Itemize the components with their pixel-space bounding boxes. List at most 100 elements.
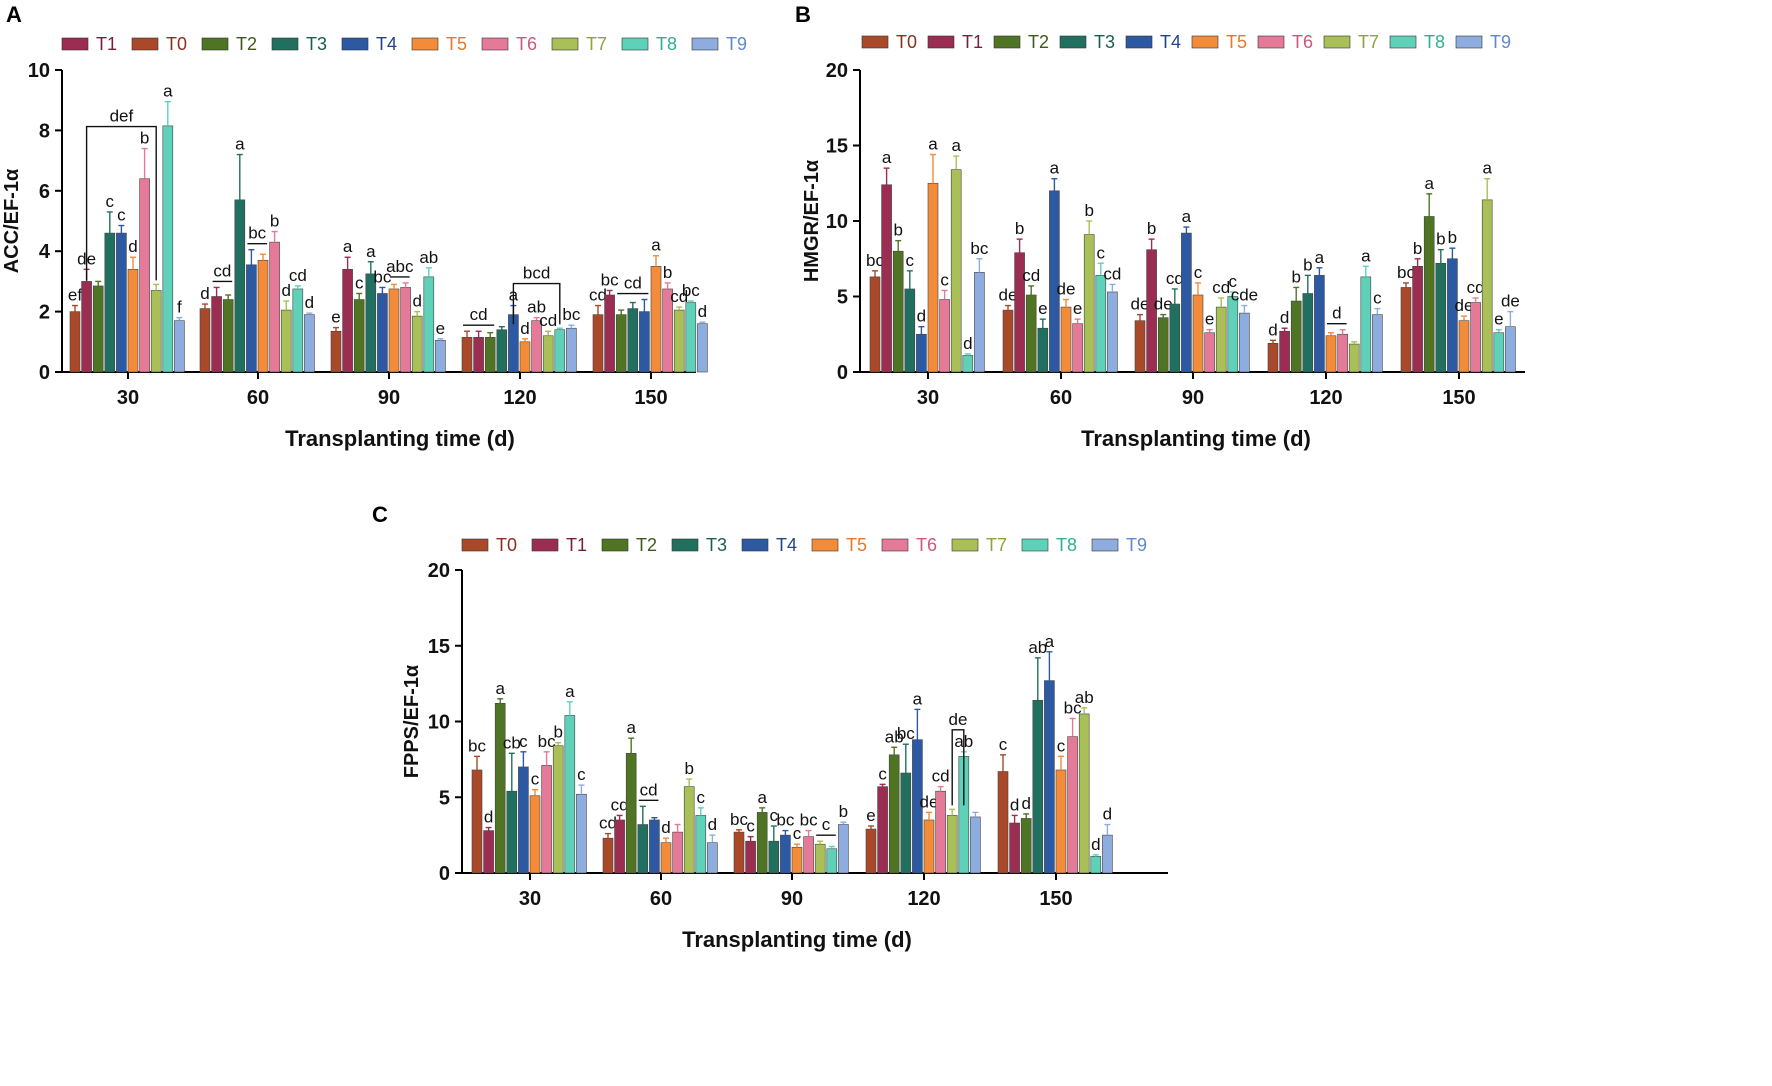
bar-t6 <box>672 831 683 874</box>
y-tick-label: 8 <box>39 120 50 142</box>
significance-letter: e <box>866 806 875 825</box>
significance-letter: b <box>1147 219 1156 238</box>
legend-swatch-t8 <box>1021 538 1049 552</box>
significance-letter: d <box>661 818 670 837</box>
legend-label-t1: T1 <box>96 34 117 54</box>
bar-t6 <box>269 241 280 373</box>
bar-t5 <box>650 265 662 373</box>
bar-t6 <box>1067 736 1078 874</box>
legend-swatch-t0 <box>861 35 889 49</box>
bar-t2 <box>222 299 234 373</box>
significance-letter: d <box>917 307 926 326</box>
bar-t0 <box>199 308 211 373</box>
bar-t6 <box>803 836 814 874</box>
significance-letter: c <box>770 806 779 825</box>
bar-t4 <box>377 293 388 373</box>
bar-t2 <box>1025 294 1037 373</box>
bar-t1 <box>473 336 484 373</box>
legend-label-t9: T9 <box>1490 32 1511 52</box>
bar-t1 <box>1412 265 1423 373</box>
significance-letter: d <box>484 808 493 827</box>
bar-t6 <box>935 790 946 874</box>
bar-t9 <box>1107 291 1118 373</box>
bar-t4 <box>116 232 127 373</box>
y-axis-label: FPPS/EF-1α <box>401 664 423 778</box>
legend-swatch-t2 <box>601 538 629 552</box>
bar-t7 <box>280 309 292 373</box>
significance-letter: cd <box>1166 269 1184 288</box>
significance-letter: cde <box>1231 286 1258 305</box>
significance-letter: ab <box>527 298 546 317</box>
y-tick-label: 15 <box>826 136 848 158</box>
y-tick-label: 6 <box>39 181 50 203</box>
legend-label-t5: T5 <box>1226 32 1247 52</box>
significance-letter: de <box>1154 295 1173 314</box>
significance-letter: a <box>1050 159 1060 178</box>
legend-label-t9: T9 <box>1126 535 1147 555</box>
significance-letter: e <box>1494 310 1503 329</box>
bar-t5 <box>923 819 935 874</box>
legend-swatch-t9 <box>1091 538 1119 552</box>
bar-t2 <box>1290 300 1302 373</box>
bar-t7 <box>411 315 423 373</box>
legend-swatch-t9 <box>1455 35 1483 49</box>
legend-label-t2: T2 <box>636 535 657 555</box>
significance-letter: cd <box>589 286 607 305</box>
legend-label-t0: T0 <box>166 34 187 54</box>
significance-letter: d <box>305 293 314 312</box>
significance-letter: a <box>343 237 353 256</box>
significance-letter: b <box>663 263 672 282</box>
bar-t5 <box>1192 294 1204 373</box>
bar-t4 <box>916 333 927 373</box>
bar-t3 <box>637 824 649 874</box>
bar-t3 <box>506 790 518 874</box>
legend-swatch-t1 <box>61 37 89 51</box>
significance-letter: d <box>1091 835 1100 854</box>
significance-letter: d <box>412 292 421 311</box>
bar-t4 <box>649 819 660 874</box>
significance-letter: de <box>999 286 1018 305</box>
bar-t4 <box>1314 275 1325 373</box>
bar-t4 <box>780 834 791 874</box>
bar-t8 <box>162 125 174 373</box>
significance-letter: a <box>913 689 923 708</box>
y-tick-label: 5 <box>837 287 848 309</box>
y-tick-label: 4 <box>39 241 51 263</box>
legend-swatch-t7 <box>1323 35 1351 49</box>
bar-t9 <box>1372 314 1383 373</box>
significance-letter: a <box>366 242 376 261</box>
bar-t9 <box>1505 326 1516 373</box>
legend-swatch-t6 <box>881 538 909 552</box>
group-letter: bc <box>248 224 266 243</box>
legend-label-t1: T1 <box>566 535 587 555</box>
y-tick-label: 10 <box>428 712 450 734</box>
legend-label-t2: T2 <box>236 34 257 54</box>
bar-t5 <box>1060 306 1072 373</box>
significance-letter: a <box>882 148 892 167</box>
bar-t0 <box>1002 309 1014 373</box>
significance-letter: de <box>1455 296 1474 315</box>
significance-letter: bc <box>800 811 818 830</box>
significance-letter: cd <box>611 795 629 814</box>
bar-t8 <box>685 302 697 373</box>
significance-letter: b <box>1436 230 1445 249</box>
bar-t7 <box>1078 713 1090 874</box>
significance-letter: cd <box>289 266 307 285</box>
panel-label: B <box>795 2 811 27</box>
group-letter: bcd <box>523 264 550 283</box>
significance-letter: bc <box>373 267 391 286</box>
significance-letter: e <box>1205 310 1214 329</box>
legend-label-t3: T3 <box>706 535 727 555</box>
significance-letter: cd <box>1022 266 1040 285</box>
group-letter: cd <box>470 305 488 324</box>
bar-t3 <box>234 199 246 373</box>
bar-t1 <box>614 819 625 874</box>
significance-letter: c <box>519 732 528 751</box>
significance-letter: c <box>577 765 586 784</box>
bar-t2 <box>484 336 496 373</box>
bar-t7 <box>1215 306 1227 373</box>
bar-t8 <box>554 329 566 373</box>
bar-t2 <box>615 314 627 373</box>
significance-letter: b <box>1303 255 1312 274</box>
